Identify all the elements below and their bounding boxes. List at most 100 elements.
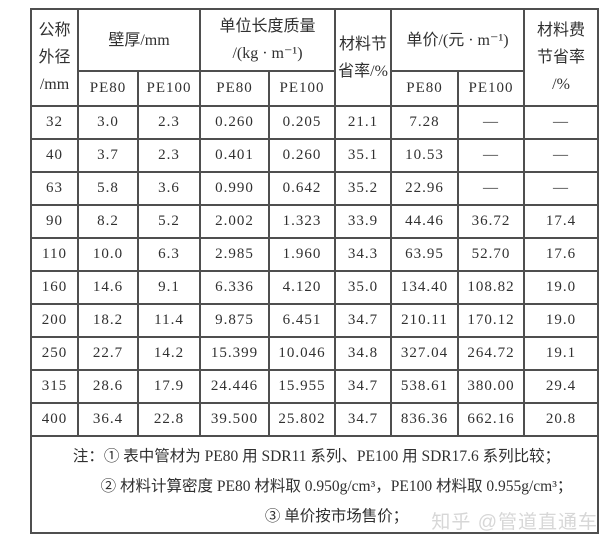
note-1: 注：① 表中管材为 PE80 用 SDR11 系列、PE100 用 SDR17.… <box>72 448 561 465</box>
header-material-saving-line2: 省率/% <box>338 62 388 80</box>
table-row: 90 8.2 5.2 2.002 1.323 33.9 44.46 36.72 17.4 <box>30 204 600 239</box>
header-cost-saving-unit: /% <box>552 76 570 93</box>
header-unit-price: 单价/(元 · m⁻¹) <box>390 8 526 72</box>
table-row: 250 22.7 14.2 15.399 10.046 34.8 327.04 264.72 1… <box>30 336 600 371</box>
cell-r3-c4: 1.323 <box>267 204 337 239</box>
cell-r6-c8: 19.0 <box>523 303 600 338</box>
cell-r8-c8: 29.4 <box>523 369 600 404</box>
header-unit-mass-line1: 单位长度质量 <box>219 18 316 35</box>
cell-r9-c2: 22.8 <box>137 402 201 437</box>
cell-r0-c2: 2.3 <box>137 105 201 140</box>
header-unit-price-text: 单价/(元 · m⁻¹) <box>406 31 509 49</box>
cell-r7-c3: 15.399 <box>199 336 270 371</box>
cell-r1-c3: 0.401 <box>199 138 270 173</box>
header-cost-saving-line1: 材料费 <box>537 22 586 39</box>
header-unit-mass-unit: /(kg · m⁻¹) <box>232 45 303 62</box>
cell-r9-c5: 34.7 <box>334 402 393 437</box>
cell-r8-c6: 538.61 <box>390 369 460 404</box>
cell-r4-c5: 34.3 <box>334 237 393 272</box>
cell-r4-c6: 63.95 <box>390 237 460 272</box>
cell-r9-c6: 836.36 <box>390 402 460 437</box>
cell-r3-c2: 5.2 <box>137 204 201 239</box>
cell-r7-c5: 34.8 <box>334 336 393 371</box>
pipe-comparison-table: 公称 外径 /mm 壁厚/mm 单位长度质量 /(kg · m⁻¹) 材料节 省… <box>29 8 600 534</box>
table-body: 32 3.0 2.3 0.260 0.205 21.1 7.28— —40 3.7 2.3 0.40… <box>30 105 600 437</box>
subheader-wall-pe80: PE80 <box>77 70 139 107</box>
cell-r1-c1: 3.7 <box>77 138 139 173</box>
header-cost-saving-rate: 材料费 节省率 /% <box>523 8 600 107</box>
cell-r3-c3: 2.002 <box>199 204 270 239</box>
cell-r2-c1: 5.8 <box>77 171 139 206</box>
cell-r2-c7: — <box>457 171 526 206</box>
cell-r2-c0: 63 <box>30 171 79 206</box>
cell-r8-c3: 24.446 <box>199 369 270 404</box>
header-row-subcolumns: PE80 PE100 PE80 PE100 PE80 PE100 <box>31 70 598 107</box>
cell-r1-c4: 0.260 <box>267 138 337 173</box>
note-3: ③ 单价按市场售价； <box>264 508 409 525</box>
cell-r4-c3: 2.985 <box>199 237 270 272</box>
cell-r5-c8: 19.0 <box>523 270 600 305</box>
cell-r2-c4: 0.642 <box>267 171 337 206</box>
cell-r6-c3: 9.875 <box>199 303 270 338</box>
cell-r9-c3: 39.500 <box>199 402 270 437</box>
subheader-mass-pe100: PE100 <box>267 70 337 107</box>
cell-r6-c0: 200 <box>30 303 79 338</box>
cell-r3-c0: 90 <box>30 204 79 239</box>
cell-r8-c7: 380.00 <box>457 369 526 404</box>
notes-block: 注：① 表中管材为 PE80 用 SDR11 系列、PE100 用 SDR17.… <box>33 438 596 531</box>
cell-r4-c7: 52.70 <box>457 237 526 272</box>
cell-r0-c4: 0.205 <box>267 105 337 140</box>
cell-r0-c5: 21.1 <box>334 105 393 140</box>
cell-r3-c8: 17.4 <box>523 204 600 239</box>
cell-r7-c0: 250 <box>30 336 79 371</box>
header-row-groups: 公称 外径 /mm 壁厚/mm 单位长度质量 /(kg · m⁻¹) 材料节 省… <box>30 8 600 107</box>
cell-r8-c5: 34.7 <box>334 369 393 404</box>
subheader-mass-pe80: PE80 <box>199 70 270 107</box>
header-nominal-diameter-line2: 外径 <box>38 49 71 66</box>
cell-r7-c7: 264.72 <box>457 336 526 371</box>
cell-r6-c1: 18.2 <box>77 303 139 338</box>
cell-r6-c7: 170.12 <box>457 303 526 338</box>
table-row: 32 3.0 2.3 0.260 0.205 21.1 7.28— — <box>30 105 600 140</box>
cell-r0-c6: 7.28 <box>390 105 460 140</box>
cell-r4-c1: 10.0 <box>77 237 139 272</box>
cell-r8-c4: 15.955 <box>267 369 337 404</box>
cell-r1-c2: 2.3 <box>137 138 201 173</box>
header-nominal-diameter: 公称 外径 /mm <box>30 8 79 107</box>
cell-r9-c7: 662.16 <box>457 402 526 437</box>
cell-r3-c7: 36.72 <box>457 204 526 239</box>
cell-r3-c1: 8.2 <box>77 204 139 239</box>
header-cost-saving-line2: 节省率 <box>537 49 586 66</box>
header-wall-thickness-text: 壁厚/mm <box>108 31 170 49</box>
table-row: 160 14.6 9.1 6.336 4.120 35.0 134.40 108.82 19.0 <box>30 270 600 305</box>
cell-r6-c4: 6.451 <box>267 303 337 338</box>
cell-r5-c1: 14.6 <box>77 270 139 305</box>
cell-r5-c0: 160 <box>30 270 79 305</box>
zhihu-watermark: 知乎 @管道直通车 <box>431 512 598 533</box>
cell-r7-c4: 10.046 <box>267 336 337 371</box>
cell-r5-c6: 134.40 <box>390 270 460 305</box>
cell-r4-c4: 1.960 <box>267 237 337 272</box>
cell-r7-c2: 14.2 <box>137 336 201 371</box>
cell-r1-c8: — <box>523 138 600 173</box>
table-row: 400 36.4 22.8 39.500 25.802 34.7 836.36 662.16 2… <box>30 402 600 437</box>
cell-r4-c8: 17.6 <box>523 237 600 272</box>
table-header: 公称 外径 /mm 壁厚/mm 单位长度质量 /(kg · m⁻¹) 材料节 省… <box>30 8 600 107</box>
cell-r5-c4: 4.120 <box>267 270 337 305</box>
cell-r7-c8: 19.1 <box>523 336 600 371</box>
table-row: 40 3.7 2.3 0.401 0.260 35.1 10.53— — <box>30 138 600 173</box>
cell-r1-c6: 10.53 <box>390 138 460 173</box>
cell-r2-c8: — <box>523 171 600 206</box>
header-wall-thickness: 壁厚/mm <box>77 8 201 72</box>
cell-r9-c4: 25.802 <box>267 402 337 437</box>
table-row: 110 10.0 6.3 2.985 1.960 34.3 63.95 52.70 17.6 <box>30 237 600 272</box>
header-material-saving-line1: 材料节 <box>339 35 388 53</box>
table-footer: 注：① 表中管材为 PE80 用 SDR11 系列、PE100 用 SDR17.… <box>29 435 600 534</box>
cell-r0-c7: — <box>457 105 526 140</box>
cell-r4-c2: 6.3 <box>137 237 201 272</box>
cell-r7-c6: 327.04 <box>390 336 460 371</box>
cell-r5-c3: 6.336 <box>199 270 270 305</box>
cell-r6-c2: 11.4 <box>137 303 201 338</box>
header-unit-mass: 单位长度质量 /(kg · m⁻¹) <box>198 8 337 72</box>
table-row: 63 5.8 3.6 0.990 0.642 35.2 22.96— — <box>30 171 600 206</box>
